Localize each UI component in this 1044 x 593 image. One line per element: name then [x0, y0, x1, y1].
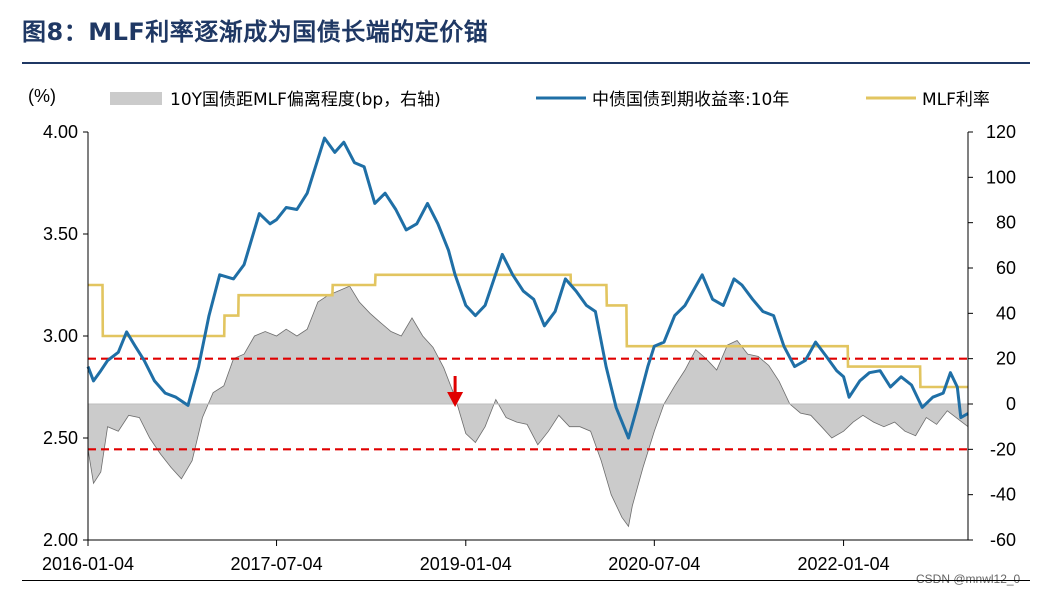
left-axis-unit: (%) [28, 86, 56, 106]
right-tick-label: 40 [996, 303, 1016, 323]
right-tick-label: 0 [1006, 394, 1016, 414]
left-tick-label: 2.50 [43, 428, 78, 448]
chart-title: 图8：MLF利率逐渐成为国债长端的定价锚 [22, 18, 489, 46]
left-tick-label: 4.00 [43, 122, 78, 142]
legend-label-treasury: 中债国债到期收益率:10年 [592, 90, 789, 110]
right-tick-label: 100 [986, 167, 1016, 187]
arrow-head [447, 392, 464, 407]
spread-area-layer [87, 285, 969, 528]
left-tick-label: 2.00 [43, 530, 78, 550]
line-layer [86, 136, 969, 451]
axes-layer: 2.00 2.50 3.00 3.50 4.00 -60 -40 -20 0 20 40 60 80 10… [42, 122, 1016, 574]
right-tick-label: 80 [996, 213, 1016, 233]
x-tick-label: 2017-07-04 [231, 554, 323, 574]
left-tick-label: 3.50 [43, 224, 78, 244]
title-underline [22, 62, 1030, 64]
right-tick-label: 60 [996, 258, 1016, 278]
x-tick-label: 2019-01-04 [420, 554, 512, 574]
legend-swatch-spread [110, 92, 162, 105]
mlf-rate-line [88, 273, 968, 389]
spread-area [87, 285, 969, 528]
left-tick-label: 3.00 [43, 326, 78, 346]
watermark: CSDN @mnwl12_0 [916, 572, 1021, 586]
x-tick-label: 2016-01-04 [42, 554, 134, 574]
x-tick-label: 2022-01-04 [798, 554, 890, 574]
legend-label-mlf: MLF利率 [922, 90, 990, 110]
legend: 10Y国债距MLF偏离程度(bp，右轴) 中债国债到期收益率:10年 MLF利率 [110, 90, 990, 110]
treasury-yield-line [86, 136, 969, 440]
legend-label-spread: 10Y国债距MLF偏离程度(bp，右轴) [170, 90, 441, 110]
right-tick-label: -40 [990, 485, 1016, 505]
bottom-rule [22, 580, 1030, 581]
right-tick-label: 120 [986, 122, 1016, 142]
right-tick-label: -60 [990, 530, 1016, 550]
right-tick-label: 20 [996, 349, 1016, 369]
x-tick-label: 2020-07-04 [608, 554, 700, 574]
right-tick-label: -20 [990, 439, 1016, 459]
